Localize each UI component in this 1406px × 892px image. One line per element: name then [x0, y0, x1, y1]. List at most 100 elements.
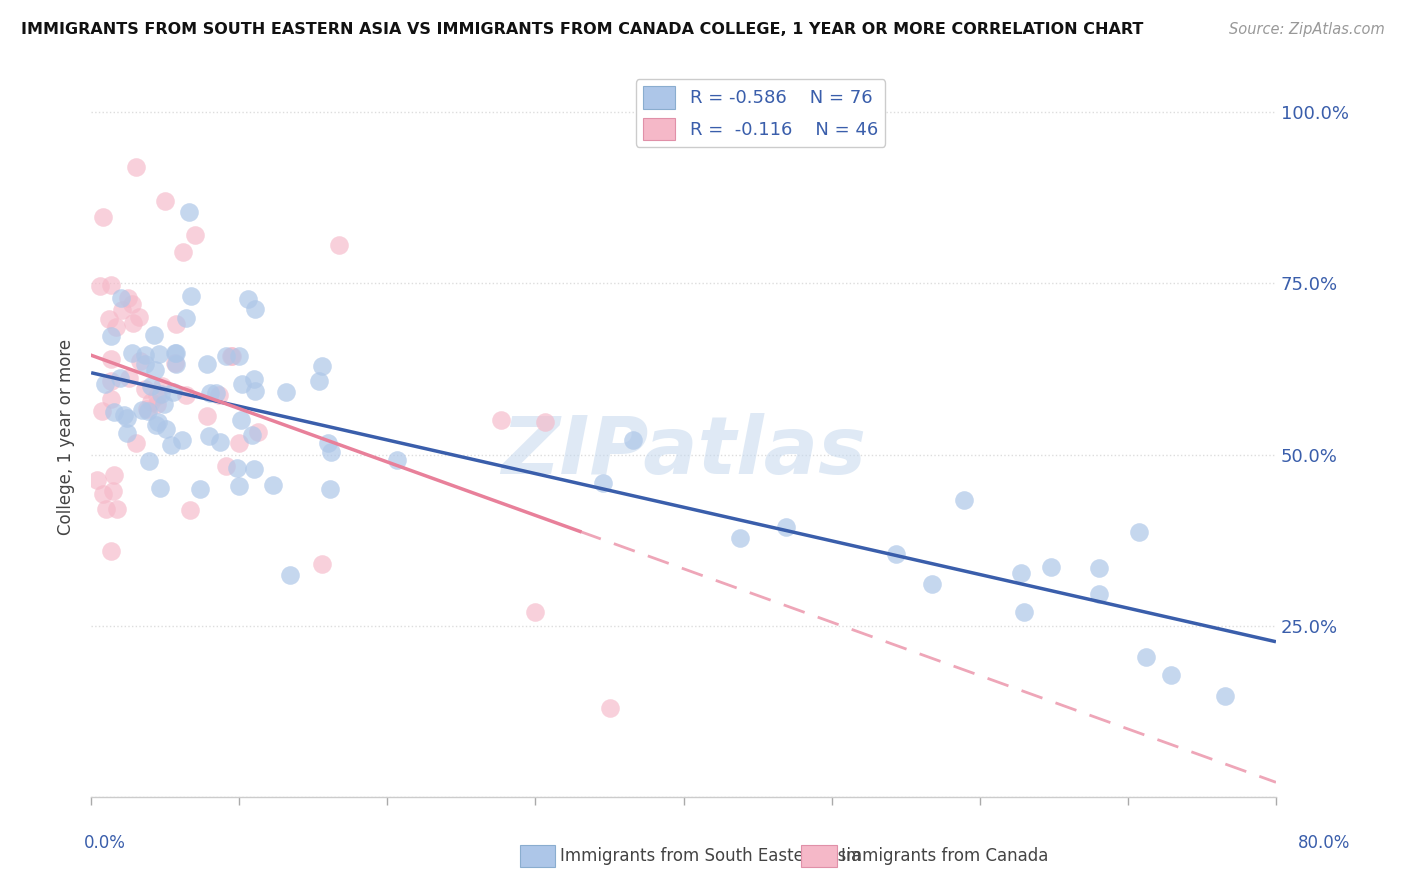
Point: [103, 467, 125, 482]
Point: [89, 279, 111, 293]
Point: [1213, 690, 1236, 704]
Text: ZIPatlas: ZIPatlas: [501, 413, 866, 491]
Point: [118, 371, 141, 385]
Point: [124, 436, 146, 450]
Point: [100, 392, 122, 406]
Point: [110, 371, 132, 385]
Point: [311, 359, 333, 373]
Point: [146, 397, 169, 411]
Point: [229, 413, 252, 427]
Point: [1160, 668, 1182, 682]
Point: [775, 519, 797, 533]
Point: [319, 483, 342, 497]
Point: [174, 311, 197, 326]
Point: [1014, 605, 1036, 619]
Point: [195, 409, 218, 423]
Point: [207, 388, 229, 402]
Point: [155, 422, 177, 436]
Point: [236, 293, 259, 307]
Text: Immigrants from Canada: Immigrants from Canada: [841, 847, 1047, 865]
Point: [139, 395, 162, 409]
Point: [188, 483, 211, 497]
Text: IMMIGRANTS FROM SOUTH EASTERN ASIA VS IMMIGRANTS FROM CANADA COLLEGE, 1 YEAR OR : IMMIGRANTS FROM SOUTH EASTERN ASIA VS IM…: [21, 22, 1143, 37]
Point: [319, 445, 342, 459]
Point: [100, 329, 122, 343]
Point: [124, 160, 146, 174]
Point: [143, 363, 166, 377]
Point: [111, 303, 134, 318]
Point: [129, 353, 152, 368]
Point: [163, 356, 186, 370]
Point: [592, 476, 614, 491]
Point: [228, 479, 250, 493]
Point: [149, 387, 172, 401]
Point: [142, 328, 165, 343]
Text: 0.0%: 0.0%: [84, 834, 127, 852]
Point: [246, 425, 269, 440]
Point: [243, 384, 266, 398]
Point: [145, 418, 167, 433]
Text: Immigrants from South Eastern Asia: Immigrants from South Eastern Asia: [560, 847, 860, 865]
Point: [195, 357, 218, 371]
Point: [262, 477, 284, 491]
Point: [165, 318, 187, 332]
Point: [1088, 561, 1111, 575]
Point: [91, 487, 114, 501]
Point: [100, 352, 122, 367]
Point: [134, 357, 156, 371]
Point: [184, 228, 207, 243]
Point: [243, 372, 266, 386]
Point: [221, 349, 243, 363]
Point: [93, 377, 115, 392]
Point: [145, 389, 167, 403]
Point: [180, 289, 202, 303]
Point: [128, 310, 150, 325]
Point: [159, 438, 181, 452]
Point: [149, 481, 172, 495]
Point: [121, 297, 143, 311]
Point: [172, 245, 194, 260]
Point: [94, 502, 117, 516]
Point: [243, 462, 266, 476]
Point: [311, 557, 333, 571]
Point: [215, 349, 238, 363]
Point: [219, 349, 242, 363]
Point: [110, 291, 132, 305]
Point: [152, 397, 174, 411]
Point: [278, 568, 301, 582]
Point: [174, 388, 197, 402]
Point: [165, 346, 187, 360]
Point: [162, 384, 184, 399]
Point: [101, 484, 124, 499]
Point: [134, 348, 156, 362]
Point: [146, 415, 169, 429]
Point: [952, 493, 974, 508]
Point: [621, 434, 644, 448]
Point: [112, 408, 135, 422]
Point: [115, 425, 138, 440]
Point: [136, 404, 159, 418]
Point: [534, 415, 557, 429]
Point: [115, 410, 138, 425]
Point: [100, 278, 122, 293]
Point: [179, 503, 201, 517]
Point: [152, 379, 174, 393]
Point: [231, 377, 253, 392]
Point: [121, 346, 143, 360]
Point: [209, 435, 232, 450]
Point: [105, 320, 128, 334]
Point: [163, 346, 186, 360]
Point: [328, 238, 350, 252]
Point: [308, 374, 330, 388]
Point: [134, 383, 156, 397]
Point: [204, 385, 226, 400]
Point: [153, 194, 176, 208]
Point: [491, 413, 513, 427]
Point: [138, 454, 160, 468]
Point: [200, 386, 222, 401]
Point: [884, 547, 907, 561]
Point: [131, 402, 153, 417]
Point: [86, 473, 108, 487]
Point: [135, 401, 157, 416]
Point: [98, 311, 121, 326]
